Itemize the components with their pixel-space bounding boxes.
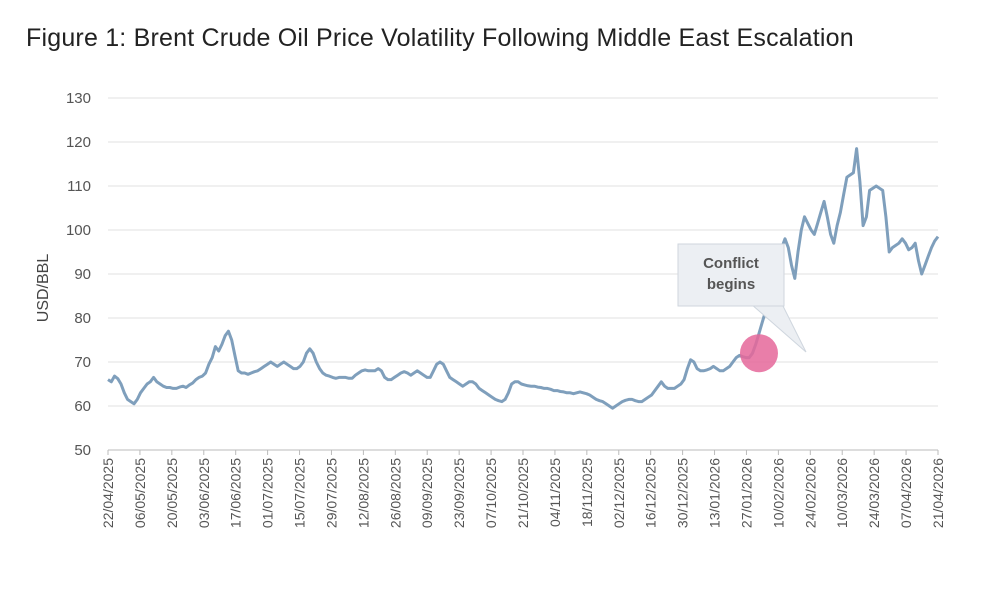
- y-tick-label: 70: [74, 354, 91, 371]
- y-tick-label: 120: [66, 134, 91, 151]
- y-tick-label: 130: [66, 90, 91, 107]
- x-axis-ticks: 22/04/2025 06/05/2025 20/05/2025 03/06/2025…: [100, 450, 946, 528]
- x-tick-label: 02/12/2025: [611, 458, 627, 528]
- x-tick-label: 03/06/2025: [196, 458, 212, 528]
- x-tick-label: 20/05/2025: [164, 458, 180, 528]
- y-tick-label: 110: [67, 178, 91, 195]
- series-group: [107, 147, 940, 410]
- x-tick-label: 07/10/2025: [483, 458, 499, 528]
- x-tick-label: 30/12/2025: [675, 458, 691, 528]
- x-tick-label: 01/07/2025: [260, 458, 276, 528]
- x-tick-label: 16/12/2025: [643, 458, 659, 528]
- series-line-brent-crude: [107, 147, 940, 410]
- y-tick-label: 60: [74, 398, 91, 415]
- annotation-text-line1: Conflict: [703, 255, 759, 272]
- x-tick-label: 12/08/2025: [355, 458, 371, 528]
- x-tick-label: 29/07/2025: [323, 458, 339, 528]
- x-tick-label: 09/09/2025: [419, 458, 435, 528]
- x-tick-label: 10/03/2026: [834, 458, 850, 528]
- annotation-callout-box: [677, 243, 785, 307]
- annotation-group: Conflict begins: [677, 243, 807, 373]
- x-tick-label: 21/10/2025: [515, 458, 531, 528]
- y-axis-ticks: 50 60 70 80 90 100 110 120 130: [66, 90, 91, 459]
- x-tick-label: 24/03/2026: [866, 458, 882, 528]
- x-tick-label: 26/08/2025: [387, 458, 403, 528]
- gridlines: [108, 97, 938, 451]
- conflict-marker: [739, 334, 778, 373]
- y-axis-label: USD/BBL: [35, 254, 52, 323]
- x-tick-label: 18/11/2025: [579, 458, 595, 527]
- y-tick-label: 80: [74, 310, 91, 327]
- x-tick-label: 15/07/2025: [292, 458, 308, 528]
- x-tick-label: 13/01/2026: [707, 458, 723, 528]
- x-tick-label: 27/01/2026: [738, 458, 754, 528]
- x-tick-label: 21/04/2026: [930, 458, 946, 528]
- x-tick-label: 17/06/2025: [228, 458, 244, 528]
- x-tick-label: 07/04/2026: [898, 458, 914, 528]
- x-tick-label: 22/04/2025: [100, 458, 116, 528]
- x-tick-label: 06/05/2025: [132, 458, 148, 528]
- annotation-text-line2: begins: [707, 276, 755, 293]
- x-tick-label: 24/02/2026: [802, 458, 818, 528]
- y-tick-label: 100: [66, 222, 91, 239]
- y-tick-label: 90: [74, 266, 91, 283]
- chart-title: Figure 1: Brent Crude Oil Price Volatili…: [26, 24, 854, 52]
- x-tick-label: 23/09/2025: [451, 458, 467, 528]
- x-tick-label: 04/11/2025: [547, 458, 563, 527]
- y-tick-label: 50: [74, 442, 91, 459]
- x-tick-label: 10/02/2026: [770, 458, 786, 528]
